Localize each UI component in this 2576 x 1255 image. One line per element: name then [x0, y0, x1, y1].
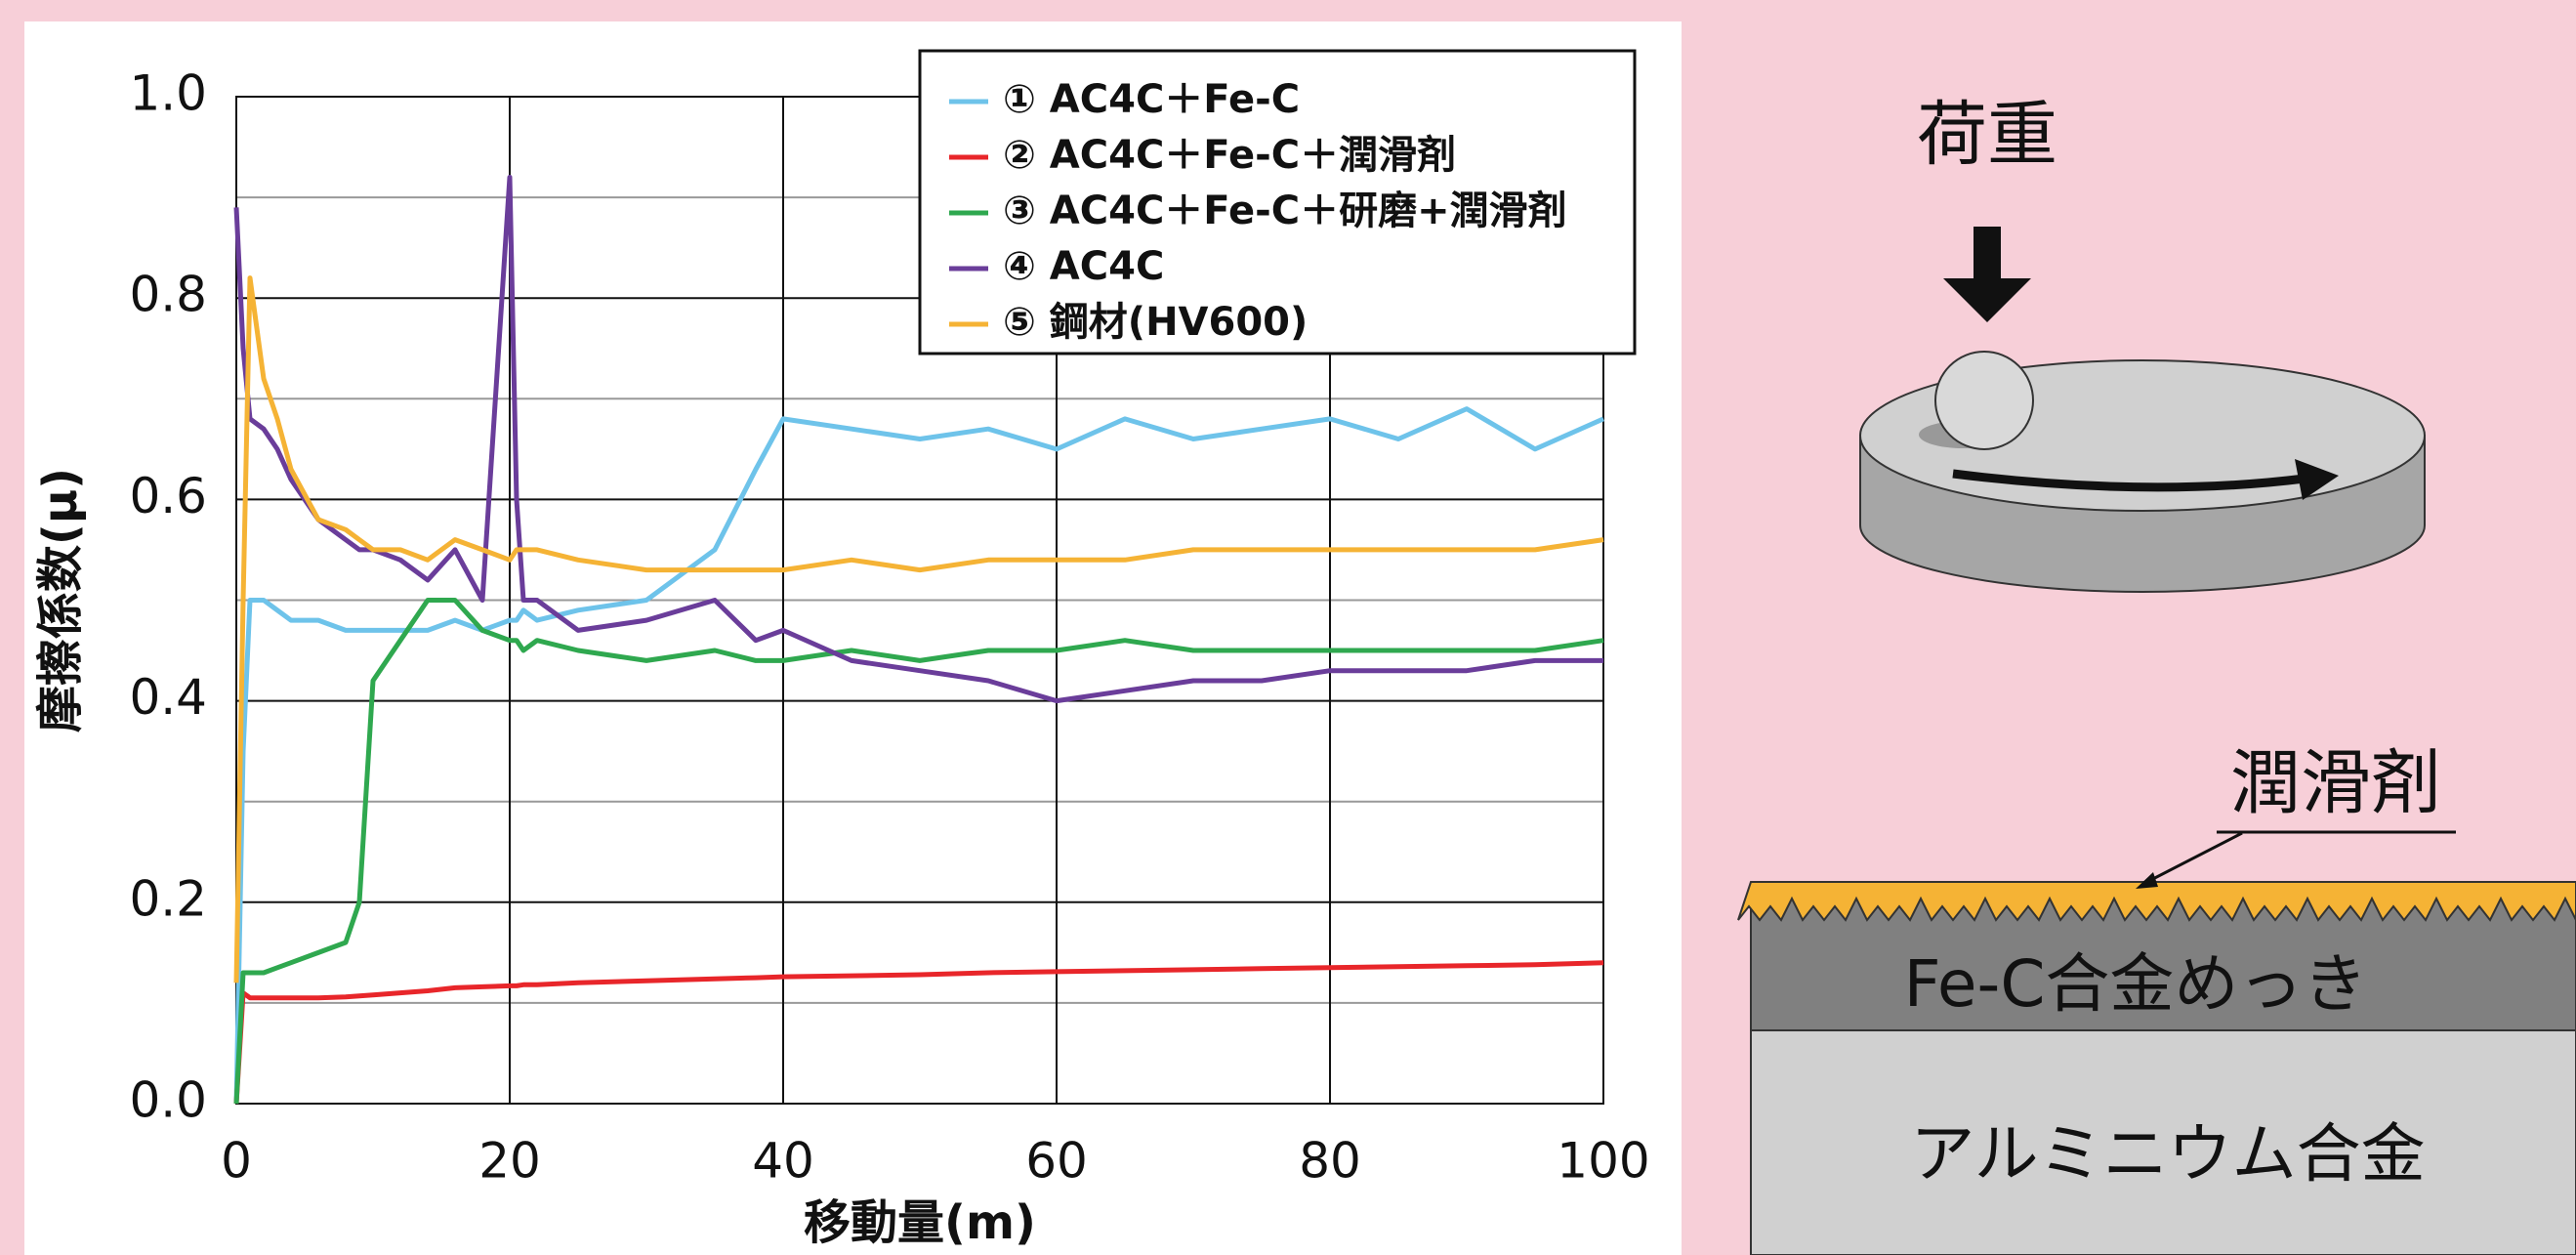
legend-label: ① AC4C＋Fe-C — [1003, 77, 1300, 122]
tribometer-diagram: 荷重 潤滑剤 Fe-C合金めっき アルミニウム合金 — [1738, 94, 2576, 1255]
x-tick-label: 20 — [478, 1133, 541, 1190]
x-tick-label: 60 — [1025, 1133, 1088, 1190]
y-tick-label: 0.2 — [129, 870, 207, 927]
plating-label: Fe-C合金めっき — [1904, 946, 2368, 1022]
y-tick-label: 1.0 — [129, 65, 207, 122]
legend-label: ⑤ 鋼材(HV600) — [1003, 300, 1308, 345]
ball — [1935, 352, 2033, 449]
y-tick-label: 0.0 — [129, 1072, 207, 1129]
base-label: アルミニウム合金 — [1910, 1116, 2425, 1192]
legend-label: ③ AC4C＋Fe-C＋研磨+潤滑剤 — [1003, 188, 1567, 233]
load-label: 荷重 — [1917, 94, 2057, 176]
x-tick-label: 80 — [1299, 1133, 1361, 1190]
x-axis-label: 移動量(m) — [804, 1195, 1036, 1250]
y-axis-label: 摩擦係数(μ) — [33, 468, 88, 732]
y-tick-label: 0.8 — [129, 267, 207, 323]
legend-label: ② AC4C＋Fe-C＋潤滑剤 — [1003, 133, 1456, 178]
y-tick-label: 0.4 — [129, 669, 207, 726]
y-tick-label: 0.6 — [129, 468, 207, 524]
legend-label: ④ AC4C — [1003, 244, 1164, 289]
figure: 0.0 0.2 0.4 0.6 0.8 1.0 0 20 40 60 80 100 移動量(m) 摩擦係数… — [0, 0, 2576, 1255]
page: 0.0 0.2 0.4 0.6 0.8 1.0 0 20 40 60 80 100 移動量(m) 摩擦係数… — [0, 0, 2576, 1255]
load-arrow-head — [1943, 278, 2031, 322]
x-tick-label: 0 — [221, 1133, 252, 1190]
x-tick-label: 100 — [1557, 1133, 1649, 1190]
leader-line — [2143, 833, 2242, 884]
lubricant-label: 潤滑剤 — [2230, 742, 2441, 824]
x-tick-label: 40 — [752, 1133, 814, 1190]
leader-arrow — [2136, 872, 2158, 889]
load-arrow-shaft — [1974, 227, 2001, 280]
